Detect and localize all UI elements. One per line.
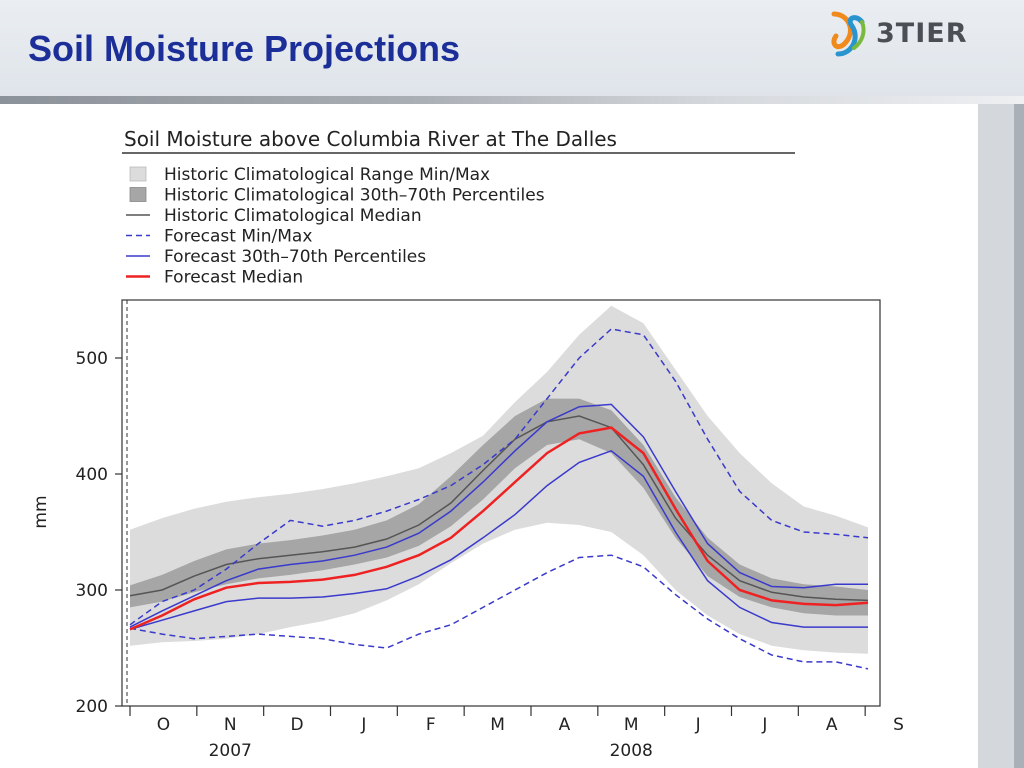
historic-median-line — [129, 415, 869, 602]
y-tick-label: 500 — [76, 349, 108, 369]
chart-legend: Historic Climatological Range Min/MaxHis… — [126, 165, 545, 288]
forecast-p70-line — [129, 403, 868, 628]
legend-label: Historic Climatological Median — [164, 206, 422, 226]
soil-moisture-chart: Soil Moisture above Columbia River at Th… — [31, 127, 904, 761]
logo-text: 3TIER — [876, 18, 968, 49]
forecast-median-line — [129, 426, 869, 631]
legend-label: Historic Climatological Range Min/Max — [164, 165, 490, 185]
forecast-max-line — [129, 328, 869, 626]
forecast-p30-line — [129, 449, 868, 631]
legend-swatch — [129, 166, 147, 182]
legend-label: Historic Climatological 30th–70th Percen… — [164, 186, 545, 206]
logo-mark-icon — [831, 11, 866, 57]
x-year-label: 2008 — [610, 741, 653, 761]
x-month-label: J — [695, 715, 701, 735]
chart-title: Soil Moisture above Columbia River at Th… — [124, 127, 617, 151]
legend-label: Forecast Min/Max — [164, 227, 312, 247]
legend-label: Forecast Median — [164, 268, 303, 288]
x-month-label: D — [291, 715, 304, 735]
x-month-label: J — [360, 715, 366, 735]
right-edge-bar — [1014, 104, 1024, 768]
y-tick-label: 400 — [76, 465, 108, 485]
x-month-label: A — [559, 715, 571, 735]
y-axis-label: mm — [31, 495, 51, 528]
legend-swatch — [129, 187, 147, 202]
x-year-label: 2007 — [209, 741, 252, 761]
y-tick-label: 200 — [76, 697, 108, 717]
x-month-label: J — [761, 715, 767, 735]
x-month-label: A — [826, 715, 838, 735]
plot-area: 200 300 400 500 O N D J F M A M J J A S 2007 2008 — [76, 299, 904, 761]
slide-title: Soil Moisture Projections — [28, 28, 461, 69]
legend-label: Forecast 30th–70th Percentiles — [164, 247, 426, 267]
company-logo: 3TIER — [826, 8, 1006, 64]
x-month-label: M — [624, 715, 639, 735]
y-tick-label: 300 — [76, 581, 108, 601]
x-month-label: S — [893, 715, 904, 735]
header-divider — [0, 96, 1024, 104]
x-month-label: O — [157, 715, 170, 735]
x-month-label: F — [426, 715, 436, 735]
x-month-label: N — [224, 715, 237, 735]
forecast-min-line — [129, 554, 869, 670]
x-month-label: M — [490, 715, 505, 735]
